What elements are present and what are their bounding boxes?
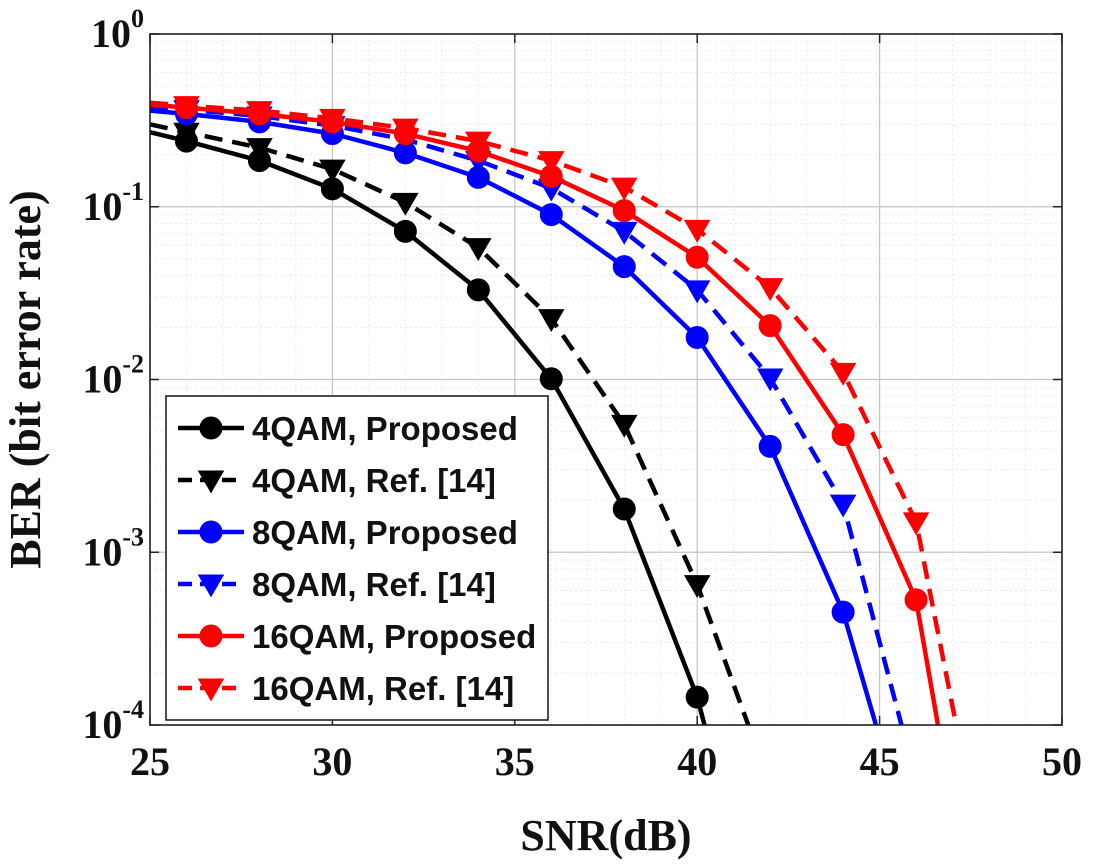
- y-tick-label: 100: [91, 4, 144, 56]
- data-point: [683, 575, 711, 598]
- legend-marker: [197, 678, 225, 702]
- legend-label: 16QAM, Ref. [14]: [252, 670, 514, 707]
- data-point: [465, 131, 492, 155]
- series-2: [150, 122, 751, 725]
- data-point: [902, 512, 930, 536]
- legend-item: 4QAM, Proposed: [178, 410, 518, 447]
- data-point: [683, 280, 711, 304]
- legend-marker: [197, 470, 225, 494]
- legend-label: 4QAM, Ref. [14]: [252, 462, 496, 499]
- legend-item: 16QAM, Ref. [14]: [178, 670, 514, 707]
- data-point: [610, 221, 638, 245]
- data-point: [829, 362, 857, 386]
- legend-label: 8QAM, Ref. [14]: [252, 566, 496, 603]
- axis-ticks: 25 30 35 40 45 50 100 10-1 10-2 10-3 10-4: [82, 4, 1082, 784]
- data-point: [683, 219, 711, 243]
- y-tick-label: 10-3: [82, 522, 144, 574]
- plot-series: [150, 96, 959, 725]
- legend-item: 16QAM, Proposed: [178, 618, 536, 655]
- series-6: [150, 96, 959, 725]
- data-point: [246, 138, 273, 161]
- y-tick-label: 10-2: [82, 350, 144, 402]
- x-tick-label: 45: [860, 739, 900, 784]
- x-tick-label: 30: [312, 739, 352, 784]
- legend-label: 16QAM, Proposed: [252, 618, 536, 655]
- data-point: [610, 177, 638, 201]
- x-axis-title: SNR(dB): [520, 811, 691, 860]
- legend-marker: [199, 416, 223, 440]
- legend-label: 8QAM, Proposed: [252, 514, 518, 551]
- data-point: [831, 423, 855, 447]
- data-point: [685, 685, 709, 709]
- data-point: [685, 245, 709, 269]
- data-point: [610, 414, 638, 438]
- series-line: [150, 130, 707, 725]
- data-point: [393, 219, 417, 243]
- legend-marker: [199, 520, 223, 544]
- data-point: [538, 309, 565, 333]
- legend-item: 4QAM, Ref. [14]: [178, 462, 496, 499]
- x-tick-label: 50: [1042, 739, 1082, 784]
- data-point: [173, 96, 200, 120]
- x-tick-label: 40: [677, 739, 717, 784]
- data-point: [904, 588, 928, 612]
- data-point: [319, 159, 346, 183]
- y-tick-label: 10-4: [82, 695, 144, 747]
- data-point: [466, 278, 490, 302]
- data-point: [612, 199, 636, 223]
- series-line: [150, 108, 879, 725]
- data-point: [538, 151, 565, 174]
- series-line: [150, 122, 751, 725]
- legend-marker: [197, 574, 225, 598]
- legend-item: 8QAM, Proposed: [178, 514, 518, 551]
- data-point: [829, 494, 857, 518]
- data-point: [392, 192, 419, 216]
- data-point: [758, 434, 782, 458]
- legend-item: 8QAM, Ref. [14]: [178, 566, 496, 603]
- y-tick-label: 10-1: [82, 177, 144, 229]
- x-tick-label: 25: [130, 739, 170, 784]
- data-point: [539, 203, 563, 227]
- data-point: [539, 367, 563, 391]
- data-point: [756, 278, 784, 302]
- data-point: [465, 238, 492, 262]
- data-point: [612, 497, 636, 521]
- data-point: [612, 255, 636, 279]
- data-point: [246, 101, 273, 125]
- data-point: [756, 368, 784, 392]
- data-point: [758, 314, 782, 338]
- legend-label: 4QAM, Proposed: [252, 410, 518, 447]
- data-point: [831, 600, 855, 624]
- data-point: [392, 118, 419, 142]
- legend: 4QAM, Proposed 4QAM, Ref. [14] 8QAM, Propo…: [165, 395, 549, 721]
- x-tick-label: 35: [495, 739, 535, 784]
- data-point: [319, 108, 346, 132]
- data-point: [685, 326, 709, 350]
- y-axis-title: BER (bit error rate): [1, 190, 50, 568]
- legend-box: [165, 395, 549, 721]
- legend-marker: [199, 624, 223, 648]
